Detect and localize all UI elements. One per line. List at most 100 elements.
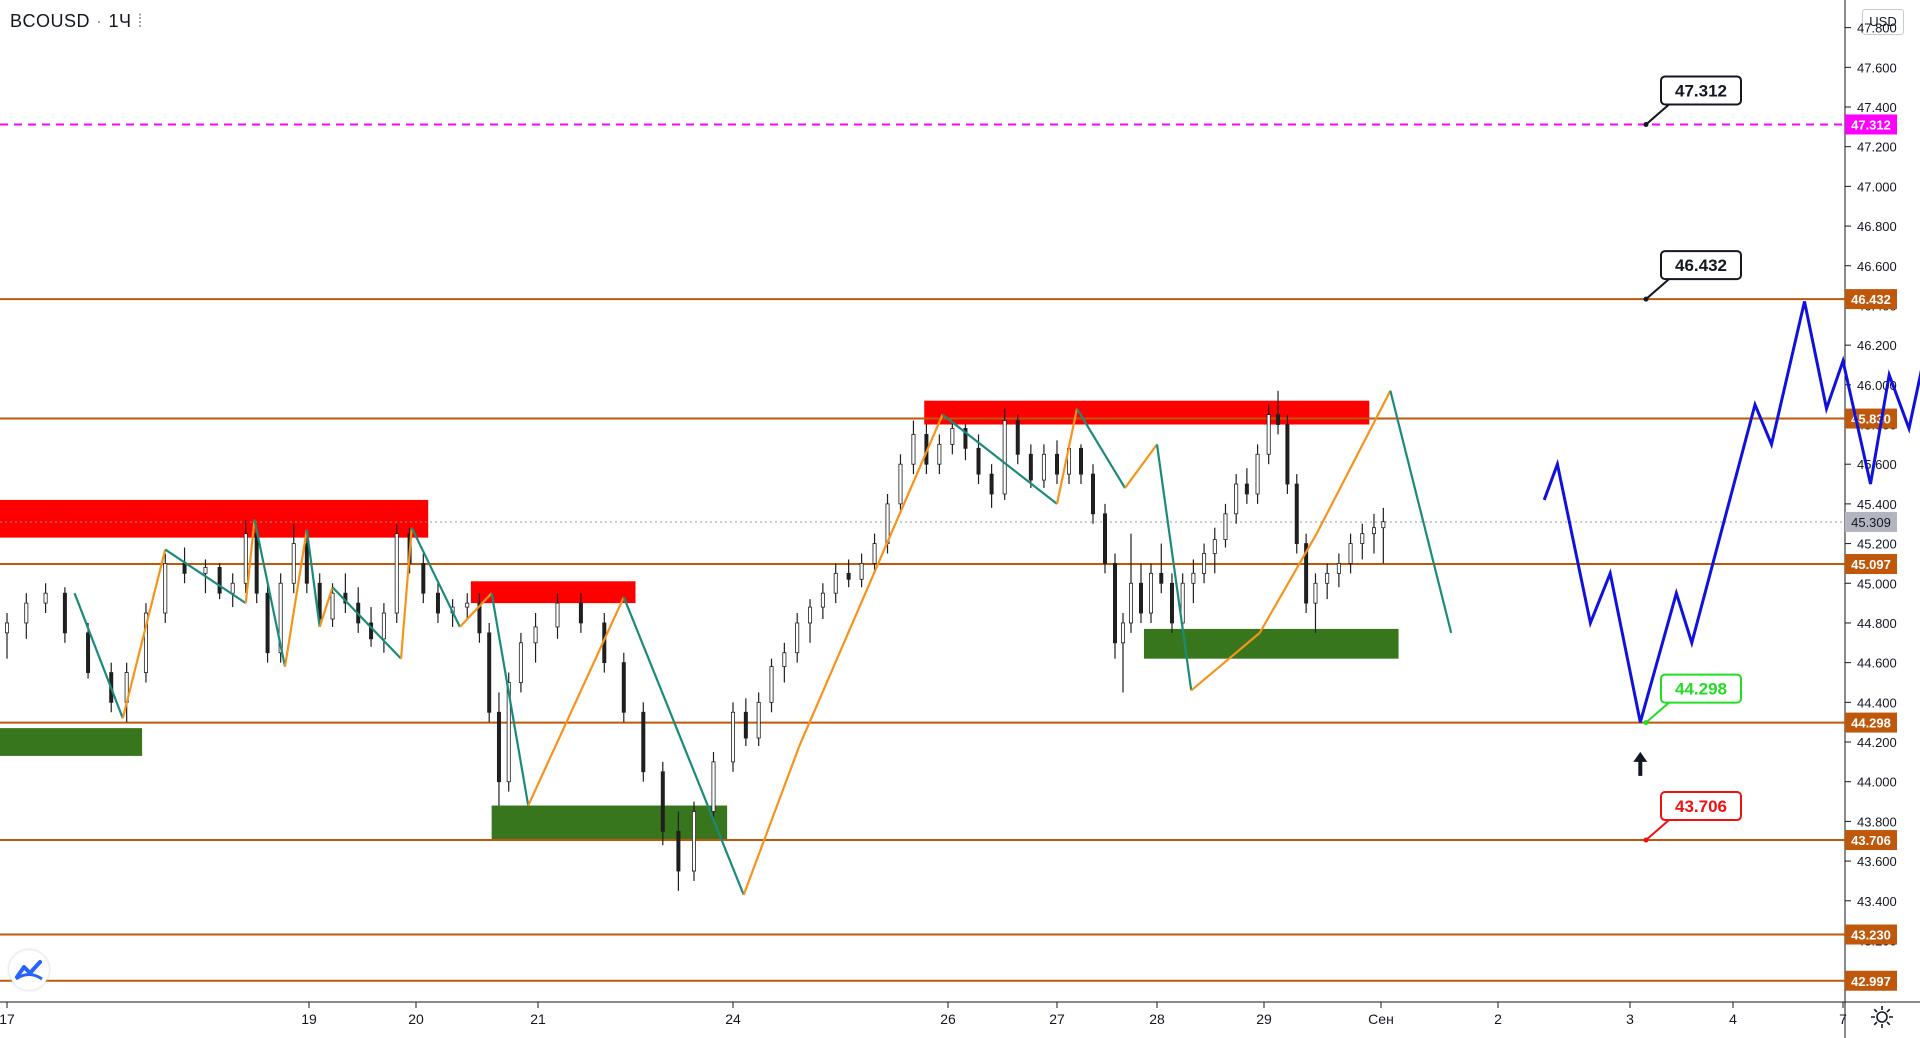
- candle-body: [1002, 420, 1007, 495]
- zigzag-segment: [1258, 533, 1318, 634]
- x-tick-label: 7: [1839, 1011, 1847, 1027]
- level-price-label: 42.997: [1851, 974, 1891, 989]
- candle-body: [950, 428, 955, 445]
- candle-body: [711, 761, 716, 812]
- candle-body: [1223, 513, 1228, 541]
- x-tick-label: Сен: [1368, 1011, 1394, 1027]
- candle-body: [291, 543, 296, 584]
- candle-body: [898, 463, 903, 505]
- currency-badge[interactable]: USD: [1862, 9, 1904, 35]
- x-tick-label: 27: [1049, 1011, 1065, 1027]
- candle-body: [421, 563, 426, 594]
- x-tick-label: 2: [1494, 1011, 1502, 1027]
- candle-body: [846, 572, 851, 580]
- chart-title: BCOUSD · 1Ч ⁞: [10, 11, 144, 31]
- zigzag-segment: [121, 549, 167, 719]
- candle-body: [769, 666, 774, 703]
- candle-body: [911, 434, 916, 465]
- y-tick-label: 46.600: [1857, 259, 1897, 274]
- x-tick-label: 29: [1256, 1011, 1272, 1027]
- candle-body: [24, 602, 29, 624]
- level-price-label: 43.230: [1851, 928, 1891, 943]
- candle-body: [477, 602, 482, 634]
- candle-body: [555, 602, 560, 628]
- candle-body: [1169, 582, 1174, 624]
- y-tick-label: 46.200: [1857, 338, 1897, 353]
- candle-body: [963, 428, 968, 449]
- zigzag-segment: [410, 527, 461, 628]
- candle-body: [518, 642, 523, 683]
- candle-body: [1079, 447, 1084, 475]
- price-callout-label: 46.432: [1675, 256, 1727, 275]
- candle-body: [1255, 453, 1260, 495]
- x-tick-label: 24: [725, 1011, 741, 1027]
- candle-body: [976, 447, 981, 475]
- y-tick-label: 43.600: [1857, 854, 1897, 869]
- candle-body: [1159, 572, 1164, 584]
- candle-body: [143, 612, 148, 673]
- candle-body: [1191, 572, 1196, 584]
- y-tick-label: 45.200: [1857, 537, 1897, 552]
- candle-body: [1113, 563, 1118, 644]
- zigzag-segment: [318, 586, 334, 628]
- target-price-label: 47.312: [1851, 117, 1891, 132]
- candle-body: [989, 473, 994, 495]
- x-tick-label: 17: [0, 1011, 15, 1027]
- candle-body: [1325, 572, 1330, 584]
- zigzag-segment: [399, 527, 413, 659]
- candle-body: [660, 771, 665, 832]
- candle-body: [782, 652, 787, 668]
- x-tick-label: 21: [530, 1011, 546, 1027]
- candle-body: [369, 622, 374, 640]
- zigzag-segment: [459, 592, 493, 628]
- interval-label[interactable]: 1Ч: [108, 11, 132, 31]
- candle-body: [230, 582, 235, 594]
- zigzag-segment: [1190, 632, 1261, 692]
- resistance-zone: [470, 581, 636, 604]
- candle-body: [692, 811, 697, 872]
- candle-body: [1381, 521, 1386, 529]
- y-tick-label: 43.400: [1857, 894, 1897, 909]
- candle-body: [1139, 582, 1144, 614]
- y-tick-label: 45.000: [1857, 576, 1897, 591]
- symbol-label[interactable]: BCOUSD: [10, 11, 91, 31]
- zigzag-segment: [941, 413, 1058, 505]
- y-tick-label: 47.600: [1857, 60, 1897, 75]
- price-callout-box: [1660, 673, 1742, 704]
- candle-body: [394, 533, 399, 614]
- candle-body: [1103, 513, 1108, 564]
- candle-body: [795, 622, 800, 654]
- candle-body: [1212, 539, 1217, 554]
- more-dots-icon[interactable]: ⁞: [137, 11, 144, 31]
- zigzag-segment: [1389, 390, 1453, 634]
- candle-body: [62, 592, 67, 634]
- gear-icon[interactable]: [1868, 1003, 1896, 1031]
- level-price-tag: [1845, 554, 1897, 575]
- candle-body: [756, 701, 761, 739]
- zigzag-segment: [1315, 390, 1392, 535]
- candle-body: [743, 711, 748, 739]
- y-tick-label: 44.400: [1857, 695, 1897, 710]
- forecast-path: [1542, 301, 1920, 723]
- price-callout-label: 44.298: [1675, 680, 1727, 699]
- tradingview-logo-icon[interactable]: [9, 950, 49, 990]
- zigzag-segment: [1076, 408, 1126, 489]
- candle-body: [1202, 553, 1207, 574]
- callout-pointer: [1645, 103, 1670, 126]
- candle-body: [304, 543, 309, 584]
- candle-body: [533, 626, 538, 644]
- y-tick-label: 44.800: [1857, 616, 1897, 631]
- level-price-label: 45.097: [1851, 557, 1891, 572]
- candle-body: [1360, 533, 1365, 544]
- y-tick-label: 47.400: [1857, 100, 1897, 115]
- candle-body: [1129, 582, 1134, 624]
- candle-body: [1304, 543, 1309, 604]
- y-tick-label: 44.000: [1857, 775, 1897, 790]
- candle-body: [1276, 414, 1281, 425]
- y-tick-label: 44.600: [1857, 656, 1897, 671]
- candle-body: [1313, 582, 1318, 604]
- target-price-tag: [1845, 114, 1897, 135]
- candle-body: [578, 602, 583, 624]
- candle-body: [487, 632, 492, 713]
